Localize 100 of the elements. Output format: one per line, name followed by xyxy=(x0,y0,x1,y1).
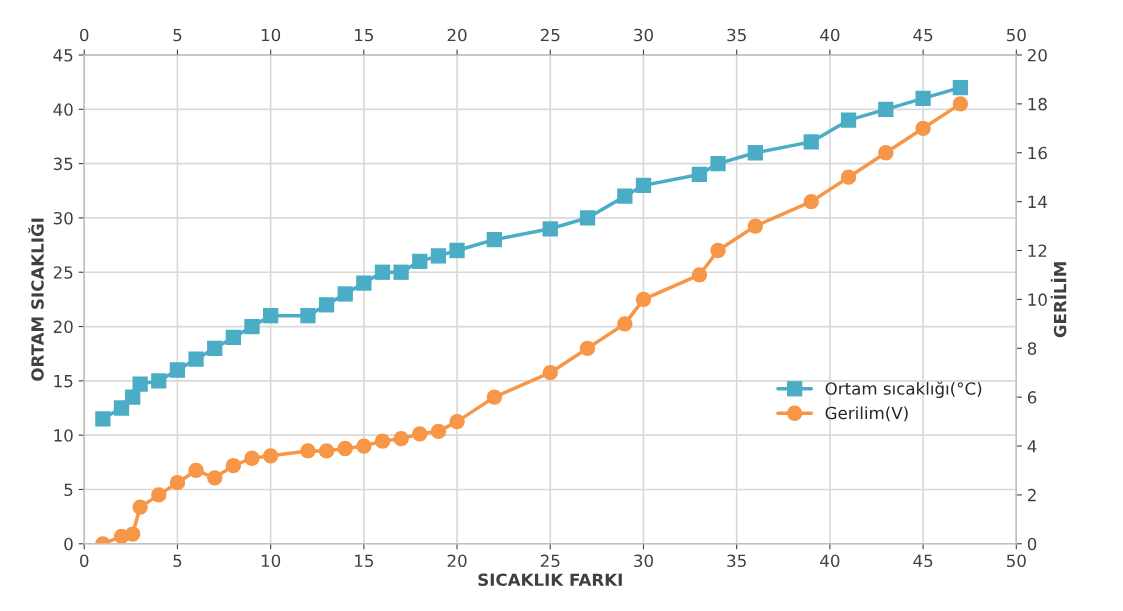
point xyxy=(710,155,726,172)
point xyxy=(579,340,596,356)
point xyxy=(374,433,391,449)
x-tick-label: 50 xyxy=(1007,554,1026,568)
y-tick-label: 45 xyxy=(53,49,73,62)
point xyxy=(691,166,708,183)
point xyxy=(188,462,204,479)
point xyxy=(710,242,726,259)
point xyxy=(393,264,409,280)
point xyxy=(169,362,186,378)
point xyxy=(952,79,969,96)
y2-tick-label: 2 xyxy=(1027,488,1036,502)
y2-tick-label: 0 xyxy=(1027,537,1037,551)
legend-label: Ortam sıcaklığı(°C) xyxy=(825,381,982,399)
y-tick-label: 20 xyxy=(53,320,73,334)
point xyxy=(151,487,167,503)
point xyxy=(318,297,335,313)
x2-tick-label: 45 xyxy=(913,28,933,42)
x2-tick-label: 15 xyxy=(355,28,373,42)
x2-tick-label: 40 xyxy=(820,28,840,42)
point xyxy=(244,450,260,466)
y-tick-label: 5 xyxy=(64,483,73,497)
x-tick-label: 15 xyxy=(355,554,373,568)
y2-tick-label: 10 xyxy=(1028,293,1047,306)
point xyxy=(803,134,819,150)
x-tick-label: 45 xyxy=(913,554,933,568)
point xyxy=(542,221,558,237)
x-tick-label: 40 xyxy=(820,554,840,568)
y-tick-label: 10 xyxy=(54,429,73,442)
point xyxy=(356,275,372,291)
point xyxy=(337,440,353,457)
y2-tick-label: 12 xyxy=(1028,244,1047,257)
point xyxy=(747,218,763,234)
point xyxy=(430,423,447,440)
point xyxy=(207,470,223,486)
y2-axis-title: GERİLİM xyxy=(1050,262,1067,338)
point xyxy=(356,438,372,454)
point xyxy=(449,413,465,430)
point xyxy=(878,101,894,117)
point xyxy=(300,443,316,459)
point xyxy=(263,448,279,464)
y-axis-title: ORTAM SICAKLIĞI xyxy=(28,218,44,381)
y-tick-label: 15 xyxy=(54,375,73,388)
point xyxy=(691,267,708,283)
y2-tick-label: 8 xyxy=(1027,342,1037,355)
legend-label: Gerilim(V) xyxy=(825,406,908,422)
y2-tick-label: 6 xyxy=(1027,391,1037,404)
x2-tick-label: 30 xyxy=(634,28,653,42)
x-tick-label: 25 xyxy=(540,554,560,568)
point xyxy=(878,145,894,161)
point xyxy=(125,526,141,542)
point xyxy=(915,120,931,136)
point xyxy=(151,373,167,389)
point xyxy=(393,431,409,447)
x-tick-label: 20 xyxy=(447,554,467,568)
x-tick-label: 5 xyxy=(173,554,182,568)
point xyxy=(95,411,111,427)
point xyxy=(747,145,763,161)
y-tick-label: 40 xyxy=(53,103,73,116)
x2-tick-label: 0 xyxy=(80,28,89,42)
x2-tick-label: 25 xyxy=(540,28,560,42)
point xyxy=(374,264,391,280)
x-tick-label: 30 xyxy=(634,554,653,568)
point xyxy=(542,365,558,381)
point xyxy=(486,389,502,405)
point xyxy=(207,340,223,356)
point xyxy=(803,193,819,210)
point xyxy=(840,112,857,128)
y2-tick-label: 20 xyxy=(1027,48,1047,62)
x-axis-title: SICAKLIK FARKI xyxy=(478,573,622,587)
point xyxy=(132,499,148,515)
y2-tick-label: 4 xyxy=(1027,440,1037,453)
x2-tick-label: 35 xyxy=(727,28,746,42)
y-tick-label: 30 xyxy=(53,211,73,225)
y-tick-label: 0 xyxy=(64,537,73,551)
point xyxy=(244,318,260,335)
x2-tick-label: 10 xyxy=(261,28,281,42)
point xyxy=(952,96,969,112)
point xyxy=(225,457,241,474)
y-tick-label: 35 xyxy=(53,157,73,171)
point xyxy=(318,443,335,459)
point xyxy=(579,210,596,226)
point xyxy=(225,329,241,346)
y2-tick-label: 14 xyxy=(1028,195,1047,208)
point xyxy=(300,308,316,324)
x-tick-label: 0 xyxy=(80,554,89,568)
point xyxy=(915,90,931,107)
x-tick-label: 35 xyxy=(727,554,746,568)
point xyxy=(635,177,652,193)
point xyxy=(169,475,186,491)
point xyxy=(132,376,148,392)
point xyxy=(635,291,652,308)
x-tick-label: 10 xyxy=(261,554,281,568)
point xyxy=(412,253,428,270)
point xyxy=(125,389,141,405)
y2-tick-label: 18 xyxy=(1028,97,1047,111)
point xyxy=(840,169,857,185)
point xyxy=(430,248,447,264)
x2-tick-label: 20 xyxy=(447,28,467,42)
x2-tick-label: 50 xyxy=(1007,28,1026,42)
